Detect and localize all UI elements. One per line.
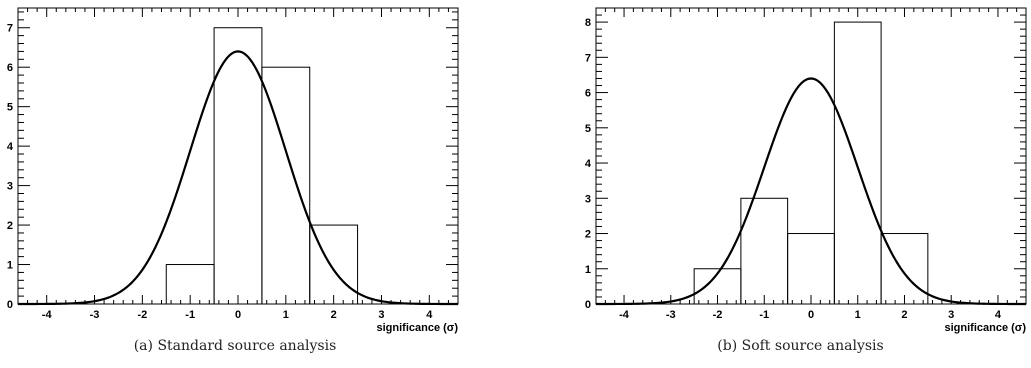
x-tick-label: -3: [666, 309, 676, 321]
y-tick-label: 5: [7, 102, 13, 114]
chart-panel-b: -4 -3 -2 -1 0 1 2 3 4 0 1 2 3 4 5 6 7 8 significance (σ) (…: [570, 0, 1031, 368]
y-tick-label: 0: [585, 299, 591, 311]
histogram-bar: [787, 233, 835, 305]
x-tick-label: -4: [619, 309, 630, 321]
y-tick-label: 7: [7, 23, 13, 35]
x-tick-label: 1: [855, 309, 861, 321]
y-tick-label: 2: [7, 220, 13, 232]
x-tick-label: 0: [235, 309, 241, 321]
gaussian-curve: [596, 77, 1026, 306]
y-tick-label: 4: [585, 158, 592, 170]
y-tick-label: 7: [585, 52, 591, 64]
chart-a-caption: (a) Standard source analysis: [133, 338, 337, 354]
y-tick-label: 3: [585, 193, 591, 205]
x-tick-label: -4: [42, 309, 53, 321]
y-tick-label: 3: [7, 181, 13, 193]
x-tick-label: 3: [378, 309, 384, 321]
y-tick-label: 4: [7, 141, 14, 153]
gaussian-curve: [18, 50, 458, 306]
chart-b-caption: (b) Soft source analysis: [717, 338, 884, 354]
x-axis-title: significance (σ): [377, 322, 459, 334]
x-tick-label: -1: [759, 309, 769, 321]
x-tick-label: -3: [90, 309, 100, 321]
y-tick-label: 8: [585, 17, 591, 29]
x-tick-label: 3: [948, 309, 954, 321]
chart-panel-a: -4 -3 -2 -1 0 1 2 3 4 0 1 2 3 4 5 6 7 significance (σ) (a…: [0, 0, 470, 368]
y-tick-label: 1: [585, 264, 591, 276]
chart-b: -4 -3 -2 -1 0 1 2 3 4 0 1 2 3 4 5 6 7 8 significance (σ): [585, 7, 1027, 334]
y-tick-label: 5: [585, 123, 591, 135]
plot-frame: [595, 7, 1027, 305]
x-tick-label: 4: [995, 309, 1002, 321]
x-tick-label: -2: [713, 309, 723, 321]
x-tick-label: -2: [137, 309, 147, 321]
y-tick-label: 2: [585, 229, 591, 241]
histogram-bar: [261, 66, 311, 305]
x-tick-label: 2: [901, 309, 907, 321]
histogram-bar: [880, 233, 929, 305]
x-tick-label: 1: [283, 309, 289, 321]
x-tick-label: 0: [808, 309, 814, 321]
x-tick-label: 2: [331, 309, 337, 321]
chart-a: -4 -3 -2 -1 0 1 2 3 4 0 1 2 3 4 5 6 7 significance (σ): [7, 7, 459, 334]
y-tick-label: 6: [7, 62, 13, 74]
histogram-bar: [309, 224, 359, 305]
histogram-bar: [833, 21, 882, 305]
y-tick-label: 0: [7, 299, 13, 311]
y-tick-label: 1: [7, 260, 13, 272]
x-axis-title: significance (σ): [945, 322, 1027, 334]
x-tick-label: 4: [426, 309, 433, 321]
y-tick-label: 6: [585, 88, 591, 100]
x-tick-label: -1: [185, 309, 195, 321]
histogram-bar: [213, 27, 263, 305]
